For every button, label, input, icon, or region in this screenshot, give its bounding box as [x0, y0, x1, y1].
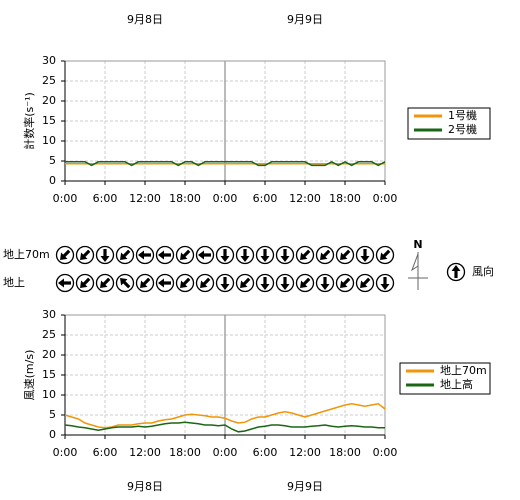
y-tick-label: 0 — [49, 174, 56, 187]
wind-arrow — [280, 249, 290, 262]
legend-label: 2号機 — [448, 122, 477, 136]
wind-arrow — [360, 277, 371, 288]
y-tick-label: 10 — [42, 134, 56, 147]
date-label: 9月8日 — [127, 480, 163, 493]
y-tick-label: 30 — [42, 308, 56, 321]
x-tick-label: 0:00 — [373, 446, 398, 459]
y-tick-label: 15 — [42, 114, 56, 127]
y-tick-label: 20 — [42, 348, 56, 361]
series-line — [64, 421, 385, 433]
wind-arrow — [380, 249, 391, 260]
wind-arrow — [80, 277, 91, 288]
wind-arrow — [220, 249, 230, 262]
date-label: 9月9日 — [287, 13, 323, 26]
x-tick-label: 6:00 — [93, 446, 118, 459]
x-tick-label: 12:00 — [289, 192, 321, 205]
y-tick-label: 25 — [42, 328, 56, 341]
wind-arrow — [158, 250, 171, 260]
wind-arrow — [198, 250, 211, 260]
wind-arrow — [200, 277, 211, 288]
legend-label: 地上高 — [440, 377, 473, 391]
legend-label: 風向 — [472, 264, 494, 278]
y-tick-label: 0 — [49, 428, 56, 441]
wind-arrow — [260, 277, 270, 290]
y-axis-label: 風速(m/s) — [23, 350, 36, 401]
row-label: 地上 — [3, 276, 25, 289]
y-axis-label: 計数率(s⁻¹) — [22, 92, 36, 150]
wind-arrow — [280, 277, 290, 290]
x-tick-label: 0:00 — [53, 192, 78, 205]
compass-needle — [410, 253, 419, 272]
x-tick-label: 0:00 — [213, 192, 238, 205]
x-tick-label: 12:00 — [129, 192, 161, 205]
wind-arrow — [58, 278, 71, 288]
wind-arrow — [140, 277, 151, 288]
wind-arrow — [80, 249, 91, 260]
wind-arrow — [60, 249, 71, 260]
x-tick-label: 0:00 — [373, 192, 398, 205]
north-label: N — [413, 238, 422, 251]
series-line — [64, 403, 386, 429]
x-tick-label: 18:00 — [329, 446, 361, 459]
wind-arrow — [260, 249, 270, 262]
y-tick-label: 30 — [42, 54, 56, 67]
wind-arrow — [240, 249, 250, 262]
y-tick-label: 15 — [42, 368, 56, 381]
wind-arrow — [158, 278, 171, 288]
x-tick-label: 0:00 — [213, 446, 238, 459]
legend-label: 地上70m — [440, 364, 487, 377]
wind-arrow — [220, 277, 230, 290]
x-tick-label: 6:00 — [253, 446, 278, 459]
y-tick-label: 10 — [42, 388, 56, 401]
x-tick-label: 18:00 — [169, 446, 201, 459]
wind-arrow — [100, 277, 111, 288]
y-tick-label: 5 — [49, 154, 56, 167]
wind-arrow — [340, 249, 351, 260]
wind-arrow — [120, 278, 131, 289]
wind-arrow — [300, 277, 311, 288]
series-line — [65, 160, 386, 167]
date-label: 9月9日 — [287, 480, 323, 493]
wind-arrow — [320, 277, 330, 290]
wind-arrow — [340, 277, 351, 288]
wind-arrow — [300, 249, 311, 260]
y-tick-label: 20 — [42, 94, 56, 107]
x-tick-label: 12:00 — [289, 446, 321, 459]
wind-arrow — [120, 249, 131, 260]
y-tick-label: 5 — [49, 408, 56, 421]
legend-arrow — [451, 265, 461, 278]
x-tick-label: 18:00 — [329, 192, 361, 205]
wind-arrow — [100, 249, 110, 262]
wind-arrow — [240, 277, 251, 288]
wind-arrow — [138, 250, 151, 260]
legend-box — [407, 107, 491, 140]
date-label: 9月8日 — [127, 13, 163, 26]
x-tick-label: 6:00 — [93, 192, 118, 205]
x-tick-label: 12:00 — [129, 446, 161, 459]
wind-arrow — [360, 249, 370, 262]
wind-arrow — [180, 249, 191, 260]
wind-arrow — [320, 249, 331, 260]
legend-box — [399, 362, 491, 395]
wind-arrow — [180, 277, 191, 288]
y-tick-label: 25 — [42, 74, 56, 87]
x-tick-label: 6:00 — [253, 192, 278, 205]
legend-label: 1号機 — [448, 108, 477, 122]
x-tick-label: 18:00 — [169, 192, 201, 205]
x-tick-label: 0:00 — [53, 446, 78, 459]
row-label: 地上70m — [3, 248, 50, 261]
wind-arrow — [380, 277, 390, 290]
